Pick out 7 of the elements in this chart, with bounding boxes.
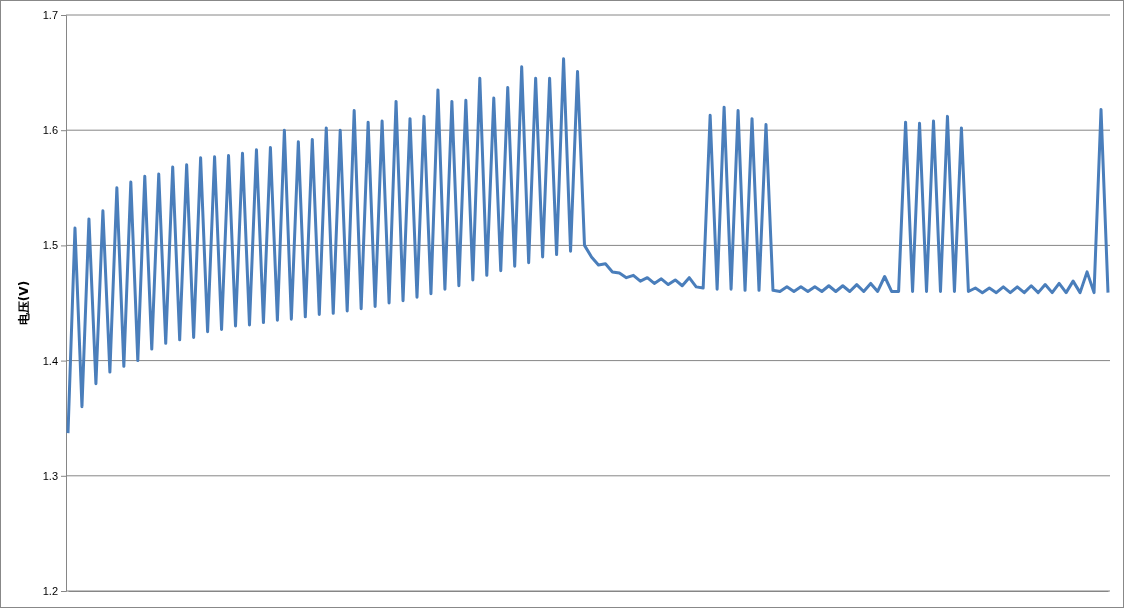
y-tick-label: 1.3 xyxy=(42,469,58,482)
y-tick-label: 1.4 xyxy=(42,354,58,367)
y-tick-label: 1.7 xyxy=(42,9,58,22)
y-tick-label: 1.5 xyxy=(42,239,58,252)
y-tick-label: 1.6 xyxy=(42,124,58,137)
y-axis-title: 电压(V) xyxy=(17,280,31,326)
y-tick-label: 1.2 xyxy=(42,585,58,598)
